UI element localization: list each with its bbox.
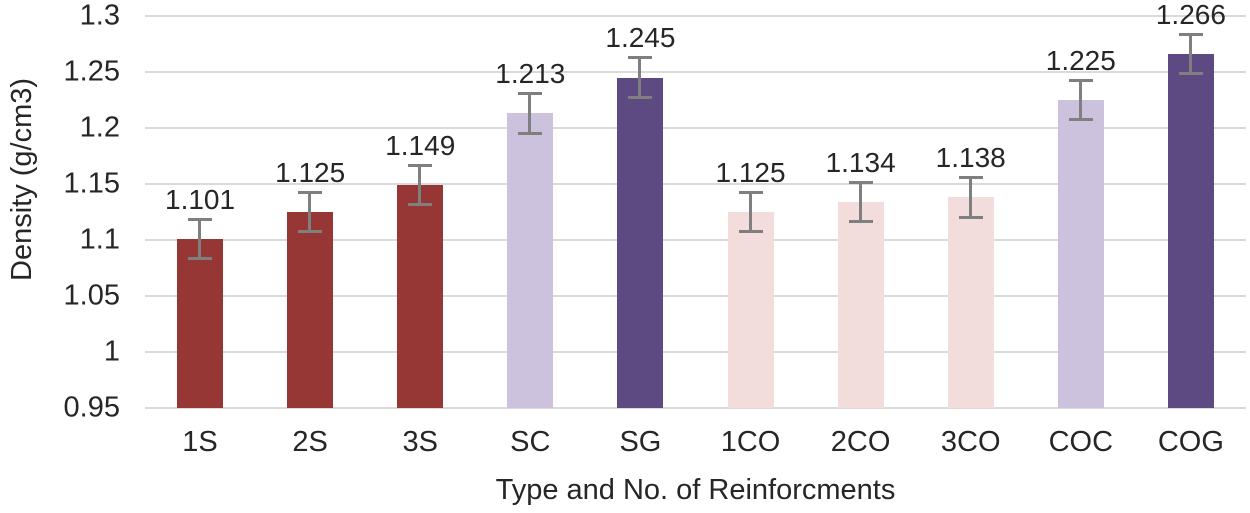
bar-slot-3co: 1.138 <box>916 16 1026 408</box>
gridline <box>145 351 1246 353</box>
x-category-label-3co: 3CO <box>940 426 1001 458</box>
bar-slot-cog: 1.266 <box>1136 0 1246 408</box>
value-label-2s: 1.125 <box>275 156 346 188</box>
gridline <box>145 71 1246 73</box>
error-bar-sc <box>518 92 543 135</box>
bar-slot-sg: 1.245 <box>585 16 695 408</box>
error-bar-cap <box>1178 72 1203 76</box>
bar-2s <box>287 212 334 408</box>
error-bar-line <box>528 92 532 135</box>
error-bar-cap <box>298 230 323 234</box>
error-bar-cap <box>958 215 983 219</box>
gridline <box>145 127 1246 129</box>
bar-slot-coc: 1.225 <box>1026 16 1136 408</box>
plot-area: 1.101 1.125 1.149 1.213 1.245 1.125 1.134 1.138… <box>145 0 1246 409</box>
y-axis-tick-label: 1.15 <box>63 167 120 200</box>
bar-slot-sc: 1.213 <box>475 16 585 408</box>
gridline <box>145 183 1246 185</box>
error-bar-cog <box>1178 32 1203 76</box>
value-label-sg: 1.245 <box>605 22 676 54</box>
error-bar-2s <box>298 190 323 234</box>
bar-slot-3s: 1.149 <box>365 16 475 408</box>
bar-3s <box>397 185 444 408</box>
error-bar-cap <box>628 95 653 99</box>
gridline <box>145 295 1246 297</box>
error-bar-cap <box>408 203 433 207</box>
error-bar-cap <box>188 257 213 261</box>
error-bar-1co <box>738 190 763 234</box>
x-axis: 1S 2S 3S SC SG 1CO 2CO 3CO COC COG <box>145 426 1246 459</box>
y-axis-tick-label: 0.95 <box>63 391 120 424</box>
y-axis-tick-label: 1.3 <box>79 0 120 32</box>
error-bar-line <box>418 163 422 207</box>
value-label-cog: 1.266 <box>1155 0 1226 30</box>
y-axis-tick-label: 1.2 <box>79 111 120 144</box>
value-label-coc: 1.225 <box>1045 44 1116 76</box>
x-category-label-2co: 2CO <box>830 426 891 458</box>
value-label-3co: 1.138 <box>935 142 1006 174</box>
value-label-1s: 1.101 <box>165 183 236 215</box>
x-category-label-1s: 1S <box>182 426 218 458</box>
y-axis-tick-label: 1.05 <box>63 279 120 312</box>
x-category-label-3s: 3S <box>402 426 438 458</box>
error-bar-line <box>748 190 752 234</box>
error-bar-line <box>1188 32 1192 76</box>
bar-1s <box>177 238 224 408</box>
error-bar-cap <box>848 220 873 224</box>
error-bar-3co <box>958 176 983 219</box>
error-bar-line <box>308 190 312 234</box>
bar-slot-1co: 1.125 <box>695 16 805 408</box>
error-bar-cap <box>738 230 763 234</box>
bar-3co <box>947 197 994 408</box>
x-category-label-2s: 2S <box>292 426 328 458</box>
y-axis-tick-label: 1 <box>103 335 120 368</box>
bar-sg <box>617 77 664 408</box>
error-bar-line <box>968 176 972 219</box>
x-category-label-sg: SG <box>619 426 662 458</box>
value-label-3s: 1.149 <box>385 129 456 161</box>
x-category-label-cog: COG <box>1157 426 1224 458</box>
value-label-1co: 1.125 <box>715 156 786 188</box>
error-bar-line <box>638 56 642 99</box>
bar-coc <box>1057 100 1104 408</box>
error-bar-1s <box>188 217 213 261</box>
y-axis: 0.95 1 1.05 1.1 1.15 1.2 1.25 1.3 <box>0 1 120 422</box>
gridline <box>145 407 1246 409</box>
x-category-label-coc: COC <box>1048 426 1114 458</box>
error-bar-cap <box>518 131 543 135</box>
error-bar-line <box>858 180 862 224</box>
value-label-2co: 1.134 <box>825 146 896 178</box>
y-axis-tick-label: 1.1 <box>79 223 120 256</box>
bar-sc <box>507 113 554 408</box>
error-bar-coc <box>1068 78 1093 122</box>
gridline <box>145 239 1246 241</box>
error-bar-2co <box>848 180 873 224</box>
gridline <box>145 15 1246 17</box>
x-category-label-1co: 1CO <box>720 426 781 458</box>
error-bar-line <box>1078 78 1082 122</box>
bar-slot-2co: 1.134 <box>806 16 916 408</box>
y-axis-tick-label: 1.25 <box>63 55 120 88</box>
bar-slot-2s: 1.125 <box>255 16 365 408</box>
error-bar-3s <box>408 163 433 207</box>
x-axis-title: Type and No. of Reinforcments <box>495 474 896 506</box>
x-category-label-sc: SC <box>510 426 551 458</box>
bar-1co <box>727 212 774 408</box>
error-bar-cap <box>1068 118 1093 122</box>
bar-series: 1.101 1.125 1.149 1.213 1.245 1.125 1.134 1.138… <box>145 0 1246 408</box>
bar-slot-1s: 1.101 <box>145 16 255 408</box>
error-bar-sg <box>628 56 653 99</box>
bar-cog <box>1167 54 1214 408</box>
bar-2co <box>837 201 884 408</box>
error-bar-line <box>198 217 202 261</box>
value-label-sc: 1.213 <box>495 58 566 90</box>
